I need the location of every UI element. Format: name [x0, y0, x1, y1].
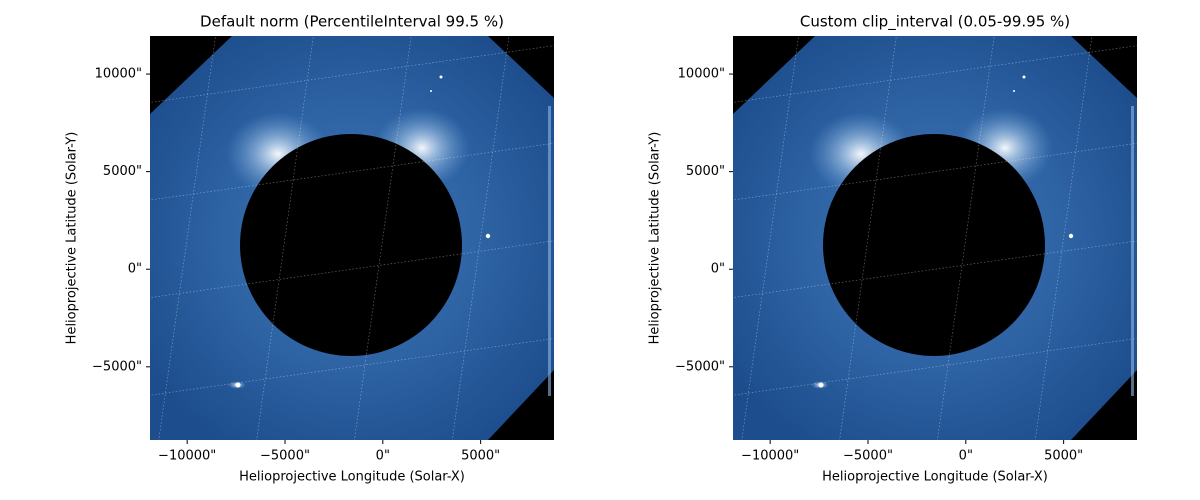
star	[1022, 75, 1026, 79]
image	[150, 36, 554, 440]
edge-strip	[1131, 106, 1134, 396]
x-tick-label: 0"	[959, 449, 973, 464]
y-tick-label: 5000"	[103, 164, 142, 179]
star	[1013, 90, 1015, 92]
y-axis-label: Helioprojective Latitude (Solar-Y)	[65, 132, 80, 345]
x-tick-label: 0"	[376, 449, 390, 464]
y-tick-label: 10000"	[95, 67, 142, 82]
y-tick-label: −5000"	[675, 359, 725, 374]
occulter	[240, 134, 462, 356]
star	[1068, 233, 1074, 239]
edge-strip	[548, 106, 551, 396]
star	[430, 90, 432, 92]
x-tick-label: −5000"	[843, 449, 893, 464]
x-axis-label: Helioprojective Longitude (Solar-X)	[822, 470, 1048, 485]
panel: −10000" −5000" 0" 5000" −5000" 0" 5000" 10000" D…	[65, 13, 554, 485]
star	[818, 382, 824, 388]
y-axis-label: Helioprojective Latitude (Solar-Y)	[648, 132, 663, 345]
star	[439, 75, 443, 79]
y-tick-label: 0"	[128, 262, 142, 277]
star	[485, 233, 491, 239]
y-tick-label: −5000"	[92, 359, 142, 374]
x-tick-label: −10000"	[741, 449, 799, 464]
occulter	[823, 134, 1045, 356]
panel: −10000" −5000" 0" 5000" −5000" 0" 5000" 10000" C…	[648, 13, 1137, 485]
chart-title: Default norm (PercentileInterval 99.5 %)	[200, 13, 504, 31]
x-tick-label: −5000"	[260, 449, 310, 464]
star	[235, 382, 241, 388]
x-tick-label: −10000"	[158, 449, 216, 464]
y-tick-label: 0"	[711, 262, 725, 277]
image	[733, 36, 1137, 440]
x-tick-label: 5000"	[1044, 449, 1083, 464]
y-tick-label: 10000"	[678, 67, 725, 82]
chart-title: Custom clip_interval (0.05-99.95 %)	[800, 13, 1070, 32]
y-tick-label: 5000"	[686, 164, 725, 179]
x-axis-label: Helioprojective Longitude (Solar-X)	[239, 470, 465, 485]
x-tick-label: 5000"	[461, 449, 500, 464]
